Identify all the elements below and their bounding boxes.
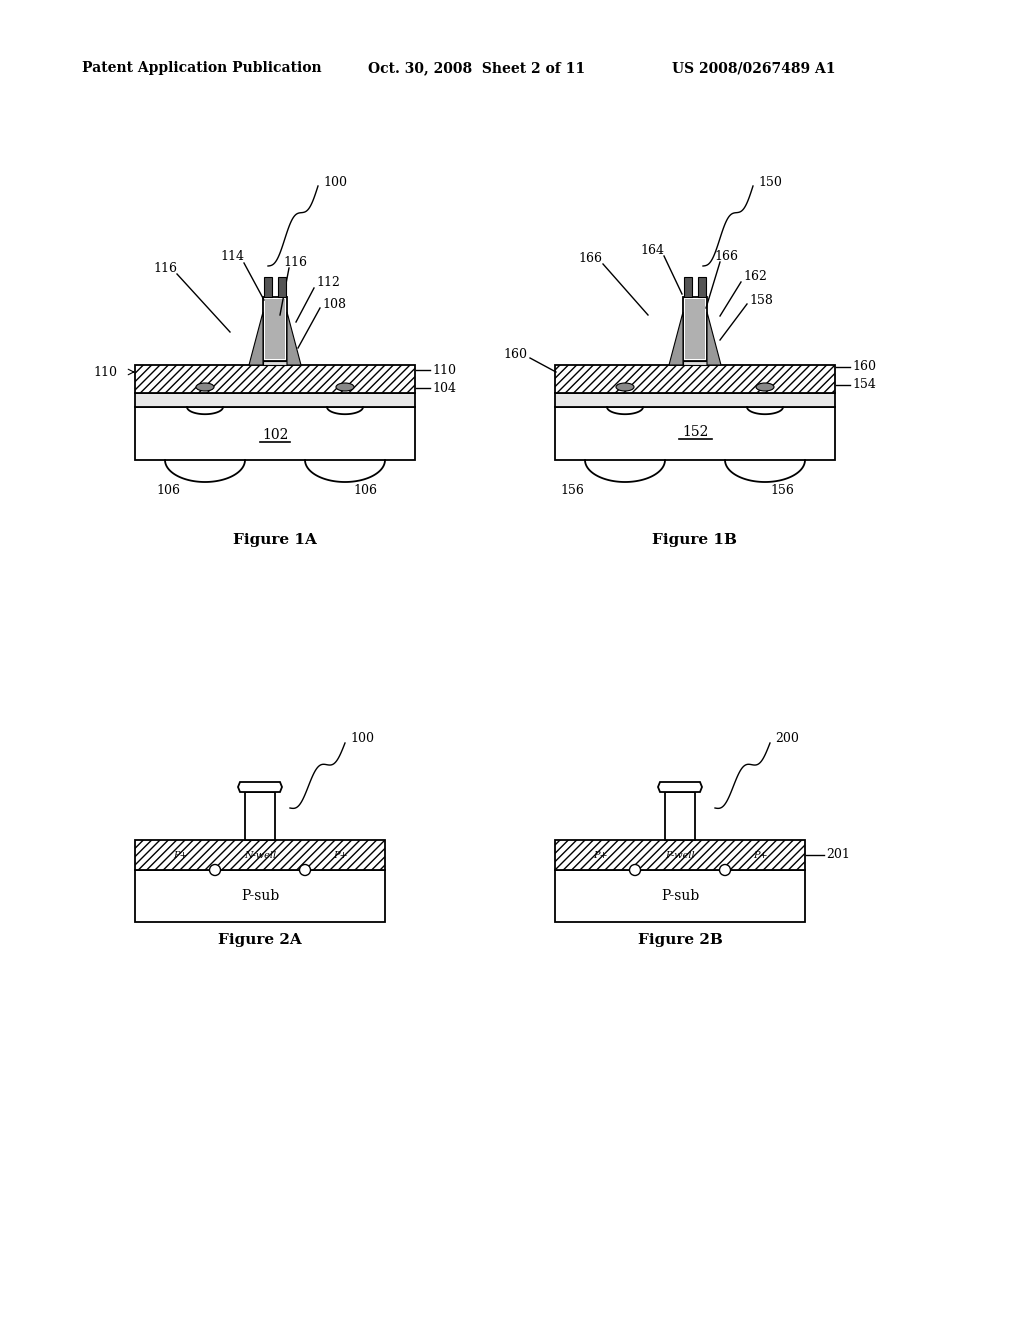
Bar [665, 792, 695, 840]
Text: P+: P+ [173, 850, 187, 859]
Text: P+: P+ [333, 850, 347, 859]
Text: 156: 156 [770, 483, 794, 496]
Text: 156: 156 [560, 483, 584, 496]
Text: Figure 1A: Figure 1A [233, 533, 317, 546]
Bar [135, 840, 385, 870]
Bar [135, 366, 415, 393]
Circle shape [720, 865, 730, 875]
Ellipse shape [336, 383, 354, 391]
Text: 102: 102 [262, 428, 288, 442]
Text: Figure 2B: Figure 2B [638, 933, 723, 946]
Text: Patent Application Publication: Patent Application Publication [82, 61, 322, 75]
Bar [263, 360, 287, 366]
Bar [683, 360, 707, 366]
Bar [245, 792, 275, 840]
Text: Figure 2A: Figure 2A [218, 933, 302, 946]
Text: 162: 162 [743, 271, 767, 284]
Bar [278, 277, 286, 297]
Text: 100: 100 [323, 176, 347, 189]
Bar [264, 277, 272, 297]
Ellipse shape [616, 383, 634, 391]
Polygon shape [707, 312, 721, 366]
Bar [698, 277, 706, 297]
Polygon shape [238, 781, 282, 792]
Text: P-well: P-well [666, 850, 695, 859]
Text: 104: 104 [432, 381, 456, 395]
Text: 201: 201 [826, 849, 850, 862]
Bar [555, 870, 805, 921]
Text: 154: 154 [852, 379, 876, 392]
Text: 166: 166 [578, 252, 602, 264]
Text: 160: 160 [503, 348, 527, 362]
Text: P-sub: P-sub [660, 888, 699, 903]
Text: P+: P+ [753, 850, 767, 859]
Bar [555, 407, 835, 459]
Bar [263, 297, 287, 360]
Circle shape [210, 865, 220, 875]
Text: P-sub: P-sub [241, 888, 280, 903]
Bar [135, 393, 415, 407]
Ellipse shape [756, 383, 774, 391]
Text: 108: 108 [322, 297, 346, 310]
Text: 106: 106 [353, 483, 377, 496]
Text: 160: 160 [852, 360, 876, 374]
Text: 116: 116 [153, 261, 177, 275]
Circle shape [630, 865, 640, 875]
Bar [685, 300, 705, 359]
Polygon shape [249, 312, 263, 366]
Bar [265, 300, 285, 359]
Text: US 2008/0267489 A1: US 2008/0267489 A1 [672, 61, 836, 75]
Text: P+: P+ [593, 850, 607, 859]
Polygon shape [287, 312, 301, 366]
Text: 110: 110 [432, 363, 456, 376]
Bar [683, 297, 707, 360]
Ellipse shape [196, 383, 214, 391]
Text: 150: 150 [758, 176, 782, 189]
Text: 164: 164 [640, 243, 664, 256]
Text: 158: 158 [749, 293, 773, 306]
Bar [555, 840, 805, 870]
Text: 200: 200 [775, 731, 799, 744]
Text: 114: 114 [220, 251, 244, 264]
Text: 166: 166 [714, 251, 738, 264]
Text: 152: 152 [682, 425, 709, 440]
Circle shape [299, 865, 310, 875]
Text: N-well: N-well [244, 850, 276, 859]
Polygon shape [669, 312, 683, 366]
Text: 116: 116 [283, 256, 307, 269]
Polygon shape [658, 781, 702, 792]
Text: 106: 106 [156, 483, 180, 496]
Text: 110: 110 [93, 366, 117, 379]
Bar [135, 407, 415, 459]
Text: 112: 112 [316, 276, 340, 289]
Text: 100: 100 [350, 731, 374, 744]
Bar [684, 277, 692, 297]
Text: Figure 1B: Figure 1B [652, 533, 737, 546]
Bar [555, 366, 835, 393]
Bar [135, 870, 385, 921]
Bar [555, 393, 835, 407]
Text: Oct. 30, 2008  Sheet 2 of 11: Oct. 30, 2008 Sheet 2 of 11 [368, 61, 585, 75]
